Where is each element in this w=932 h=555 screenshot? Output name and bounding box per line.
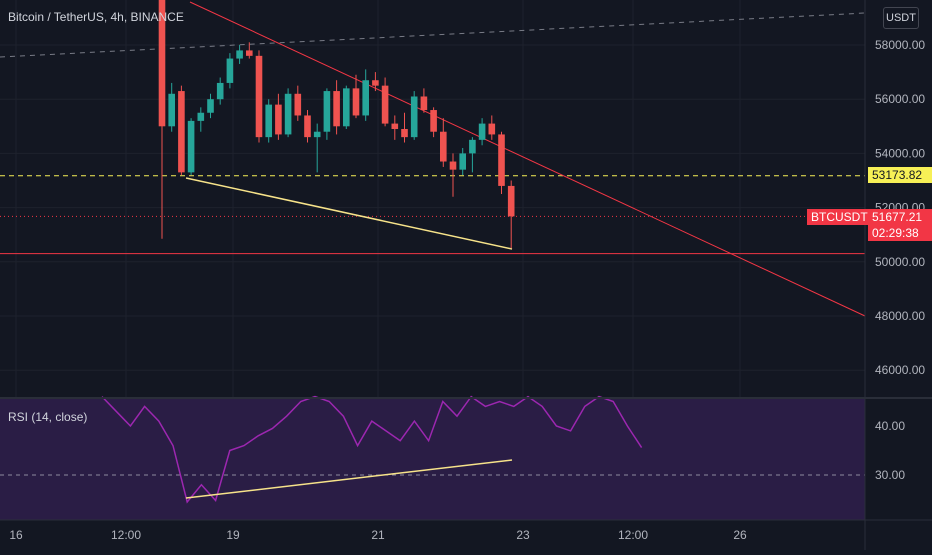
candle-body (440, 131, 447, 162)
candle-body (372, 80, 379, 86)
candle-body (158, 0, 166, 127)
candle-body (459, 153, 466, 170)
y-tick-label: 58000.00 (875, 38, 925, 52)
candle-body (178, 91, 185, 173)
y-tick-label: 54000.00 (875, 146, 925, 160)
x-tick-label: 12:00 (618, 528, 648, 542)
red-resistance-trendline (189, 1, 866, 317)
candle-body (488, 123, 496, 135)
rsi-indicator-title[interactable]: RSI (14, close) (8, 410, 88, 424)
candle-body (401, 129, 408, 138)
symbol-tag: BTCUSDT (807, 209, 872, 225)
currency-unit-button[interactable]: USDT (883, 7, 919, 29)
candle-body (255, 55, 263, 138)
rsi-tick-label: 30.00 (875, 468, 905, 482)
candle-body (381, 85, 389, 124)
rsi-tick-label: 40.00 (875, 419, 905, 433)
candle-body (275, 104, 282, 135)
candle-body (498, 134, 505, 186)
x-tick-label: 19 (226, 528, 240, 542)
candle-body (362, 80, 369, 116)
rsi-line (101, 395, 643, 504)
candle-body (323, 91, 331, 132)
candle-body (420, 96, 428, 111)
candle-body (333, 91, 340, 127)
x-tick-label: 16 (9, 528, 23, 542)
candle-body (216, 82, 224, 100)
y-tick-label: 50000.00 (875, 255, 925, 269)
gray-dashed-trendline (0, 12, 866, 58)
countdown-tag: 02:29:38 (868, 225, 932, 241)
yellow-price-trendline (185, 177, 513, 250)
candle-body (430, 110, 437, 132)
candle-body (507, 185, 515, 217)
candle-body (246, 50, 253, 56)
y-tick-label: 46000.00 (875, 363, 925, 377)
candle-body (226, 58, 234, 83)
chart-title: Bitcoin / TetherUS, 4h, BINANCE (8, 10, 184, 24)
candle-body (207, 99, 214, 113)
candle-body (449, 161, 457, 170)
y-tick-label: 48000.00 (875, 309, 925, 323)
candle-body (410, 96, 418, 138)
candle-body (265, 104, 272, 138)
y-tick-label: 56000.00 (875, 92, 925, 106)
x-tick-label: 21 (371, 528, 385, 542)
last-price-tag: 51677.21 (868, 209, 932, 225)
rsi-band (0, 398, 865, 520)
candle-body (313, 131, 321, 138)
candle-body (343, 88, 350, 127)
candle-body (236, 50, 243, 59)
candle-body (197, 112, 205, 121)
candle-body (478, 123, 486, 140)
candle-body (168, 93, 175, 127)
x-tick-label: 26 (733, 528, 747, 542)
candle-body (284, 93, 292, 135)
candle-body (469, 139, 476, 154)
candle-body (352, 88, 360, 116)
candle-body (304, 115, 311, 138)
candle-body (187, 120, 195, 173)
horizontal-line-price-tag: 53173.82 (868, 167, 932, 183)
candle-body (391, 123, 399, 130)
x-tick-label: 23 (516, 528, 530, 542)
yellow-rsi-trendline (185, 459, 513, 499)
candle-body (294, 93, 302, 116)
x-tick-label: 12:00 (111, 528, 141, 542)
